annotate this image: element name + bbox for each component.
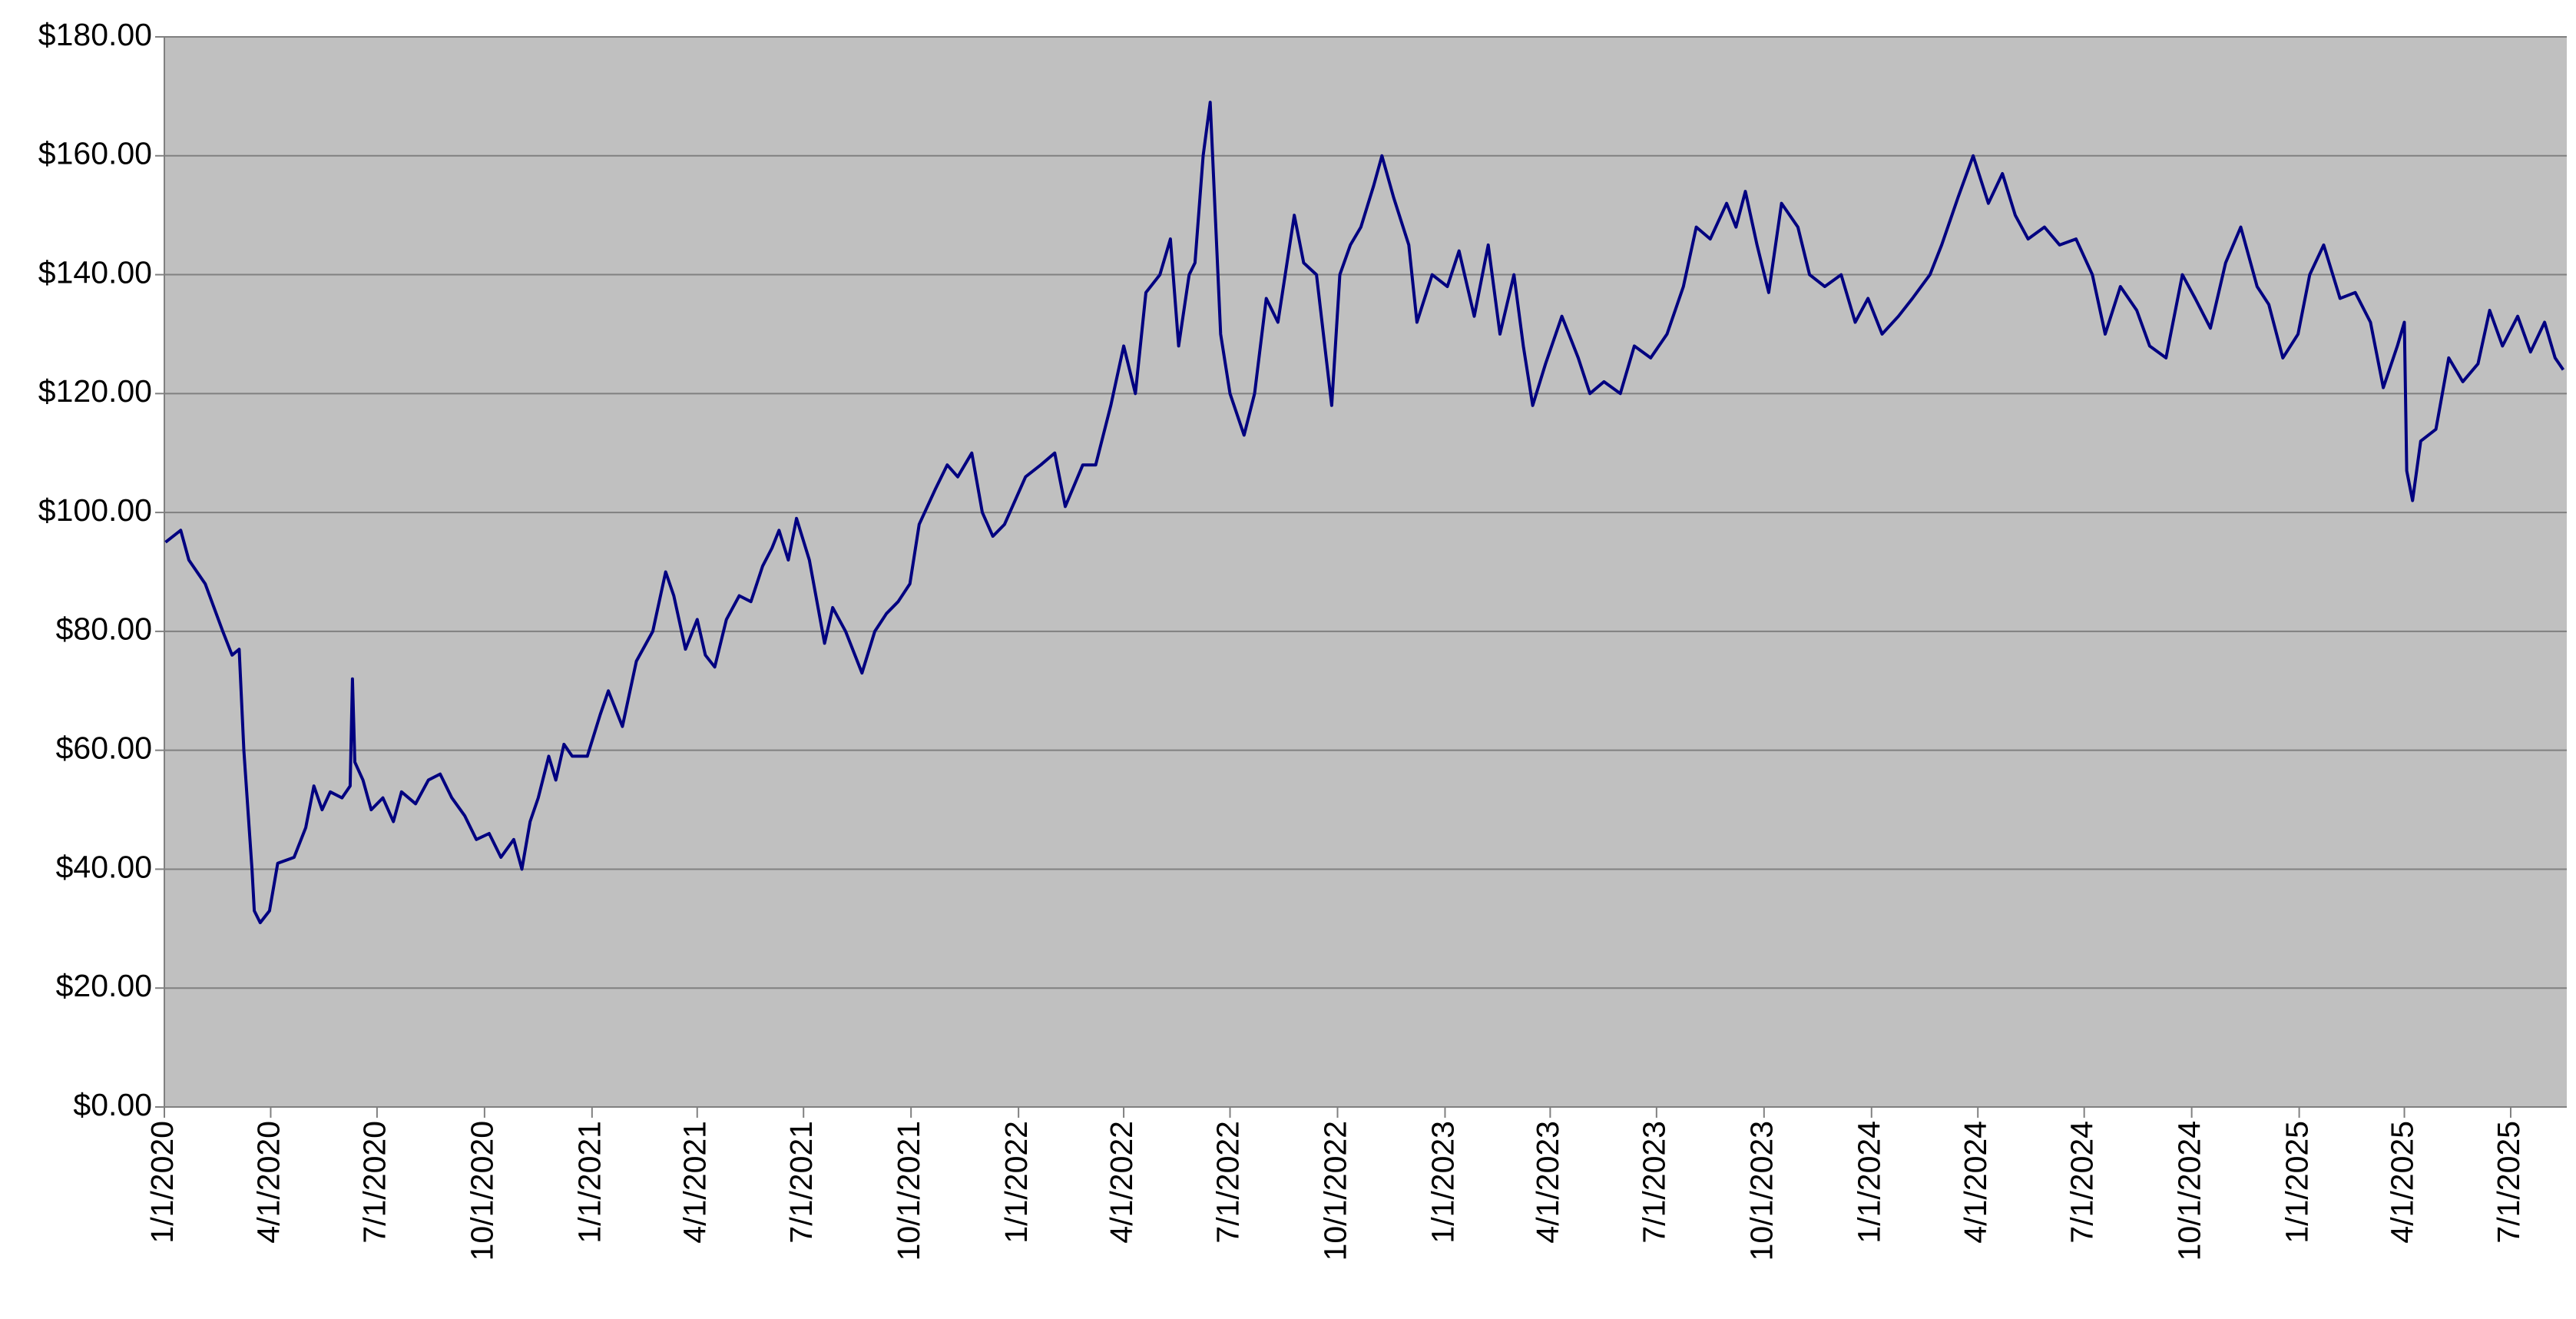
price-line: [164, 101, 2565, 925]
x-tick-label: 4/1/2024: [1958, 1121, 1993, 1244]
x-tick-label: 7/1/2024: [2064, 1121, 2099, 1244]
x-tick-label: 4/1/2023: [1530, 1121, 1565, 1244]
x-tick-label: 7/1/2021: [783, 1121, 819, 1244]
y-tick-label: $80.00: [56, 611, 152, 647]
x-tick-label: 10/1/2022: [1317, 1121, 1353, 1261]
x-tick-label: 1/1/2020: [144, 1121, 180, 1244]
x-tick-label: 4/1/2025: [2384, 1121, 2419, 1244]
x-tick-label: 1/1/2025: [2279, 1121, 2314, 1244]
y-tick-label: $160.00: [38, 136, 152, 171]
x-tick-label: 1/1/2021: [572, 1121, 608, 1244]
y-tick-label: $20.00: [56, 968, 152, 1003]
x-tick-label: 7/1/2023: [1637, 1121, 1672, 1244]
x-tick-label: 1/1/2024: [1852, 1121, 1887, 1244]
x-tick-label: 7/1/2020: [357, 1121, 392, 1244]
y-tick-label: $40.00: [56, 849, 152, 884]
y-tick-label: $100.00: [38, 492, 152, 528]
x-tick-label: 4/1/2022: [1104, 1121, 1139, 1244]
x-tick-label: 7/1/2025: [2491, 1121, 2526, 1244]
y-tick-label: $180.00: [38, 17, 152, 52]
x-tick-label: 1/1/2022: [998, 1121, 1034, 1244]
y-tick-label: $0.00: [73, 1087, 152, 1122]
x-tick-label: 7/1/2022: [1210, 1121, 1245, 1244]
x-tick-label: 10/1/2023: [1744, 1121, 1780, 1261]
x-tick-label: 4/1/2020: [250, 1121, 286, 1244]
plot-area: [164, 37, 2567, 1107]
x-tick-label: 10/1/2020: [465, 1121, 500, 1261]
y-tick-label: $120.00: [38, 373, 152, 409]
x-tick-label: 10/1/2024: [2171, 1121, 2207, 1261]
y-tick-label: $140.00: [38, 254, 152, 290]
x-tick-label: 10/1/2021: [891, 1121, 926, 1261]
x-tick-label: 1/1/2023: [1425, 1121, 1460, 1244]
x-tick-label: 4/1/2021: [677, 1121, 713, 1244]
y-tick-label: $60.00: [56, 730, 152, 765]
